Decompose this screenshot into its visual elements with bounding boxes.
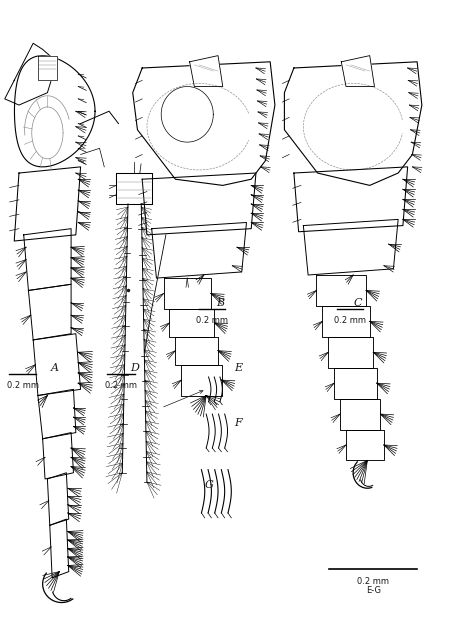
Polygon shape [24, 229, 71, 290]
Polygon shape [322, 306, 370, 337]
Polygon shape [346, 430, 384, 460]
Polygon shape [175, 337, 218, 365]
Polygon shape [142, 173, 256, 235]
Text: 0.2 mm: 0.2 mm [334, 316, 365, 326]
Polygon shape [14, 167, 81, 241]
Polygon shape [328, 337, 373, 368]
Text: C: C [354, 298, 362, 308]
Polygon shape [334, 368, 377, 399]
Text: 0.2 mm: 0.2 mm [357, 577, 389, 586]
Text: B: B [216, 298, 225, 308]
Polygon shape [50, 519, 69, 578]
Polygon shape [47, 473, 69, 525]
Text: D: D [131, 363, 139, 373]
Polygon shape [341, 56, 374, 87]
Text: E-G: E-G [366, 586, 381, 595]
Text: 0.2 mm: 0.2 mm [7, 381, 38, 391]
Polygon shape [303, 219, 398, 275]
Polygon shape [170, 309, 214, 337]
Polygon shape [5, 43, 57, 105]
Polygon shape [190, 56, 223, 87]
Text: 0.2 mm: 0.2 mm [196, 316, 228, 326]
Polygon shape [164, 278, 211, 309]
Polygon shape [33, 334, 81, 396]
Polygon shape [38, 56, 57, 80]
Polygon shape [28, 284, 71, 340]
Text: 0.2 mm: 0.2 mm [105, 381, 137, 391]
Polygon shape [15, 56, 95, 167]
Text: F: F [235, 418, 242, 428]
Polygon shape [294, 167, 408, 232]
Polygon shape [181, 365, 221, 396]
Polygon shape [340, 399, 380, 430]
Text: G: G [204, 480, 213, 490]
Polygon shape [43, 433, 73, 479]
Polygon shape [116, 173, 152, 204]
Polygon shape [38, 389, 76, 439]
Polygon shape [316, 275, 366, 306]
Polygon shape [284, 62, 422, 185]
Polygon shape [133, 62, 275, 185]
Text: A: A [51, 363, 58, 373]
Polygon shape [152, 222, 246, 278]
Text: E: E [235, 363, 243, 373]
